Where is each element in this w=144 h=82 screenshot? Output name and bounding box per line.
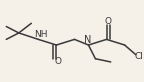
Text: N: N — [85, 35, 92, 45]
Text: O: O — [104, 17, 111, 26]
Text: O: O — [54, 57, 61, 66]
Text: Cl: Cl — [134, 52, 143, 61]
Text: NH: NH — [34, 30, 47, 39]
